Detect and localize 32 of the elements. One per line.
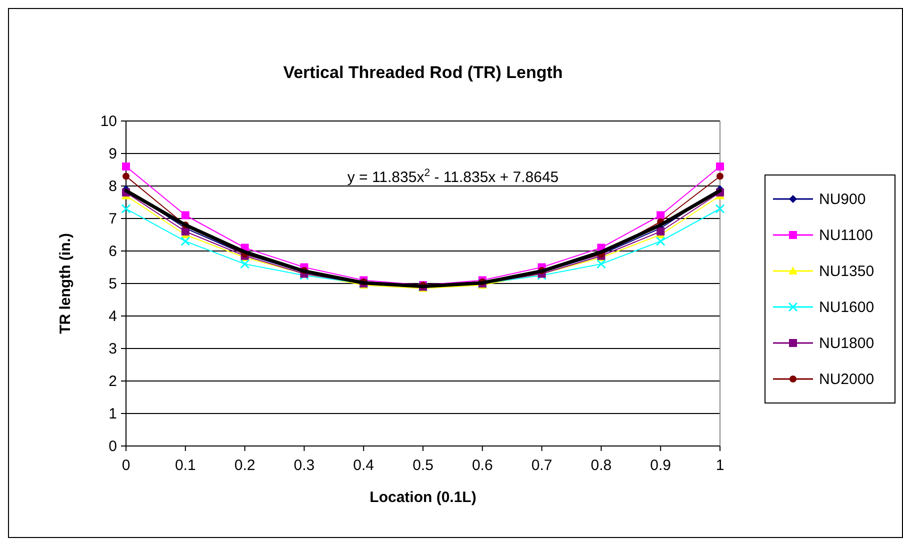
legend-label: NU2000 xyxy=(819,371,874,388)
y-axis-title: TR length (in.) xyxy=(57,233,74,334)
y-tick-label: 4 xyxy=(108,308,117,325)
y-tick-label: 3 xyxy=(108,340,117,358)
y-tick-label: 5 xyxy=(108,276,117,292)
y-tick-label: 7 xyxy=(108,210,117,228)
y-tick-label: 8 xyxy=(108,178,117,195)
y-tick-label: 9 xyxy=(108,146,117,162)
legend-label: NU1350 xyxy=(819,263,874,280)
x-tick-label: 1 xyxy=(716,457,724,474)
x-tick-label: 0.8 xyxy=(590,457,612,474)
x-tick-label: 0.6 xyxy=(472,457,493,474)
y-tick-label: 1 xyxy=(108,406,117,422)
x-tick-label: 0.7 xyxy=(531,457,552,474)
y-tick-label: 2 xyxy=(108,373,117,390)
x-tick-label: 0.2 xyxy=(234,457,256,474)
legend-label: NU1600 xyxy=(819,299,874,316)
x-tick-label: 0.3 xyxy=(294,457,315,474)
y-tick-label: 6 xyxy=(108,243,117,260)
legend-label: NU1800 xyxy=(819,335,874,352)
x-tick-label: 0 xyxy=(122,457,130,474)
y-tick-label: 0 xyxy=(108,438,117,455)
legend-label: NU900 xyxy=(819,191,866,208)
x-tick-label: 0.5 xyxy=(412,457,434,474)
x-tick-label: 0.4 xyxy=(353,457,374,474)
legend-label: NU1100 xyxy=(819,227,873,244)
x-tick-label: 0.9 xyxy=(650,457,672,474)
x-axis-title: Location (0.1L) xyxy=(370,489,476,506)
annotation: y = 11.835x$^{2}$ - 11.835x + 7.8645 xyxy=(347,167,559,186)
chart-title: Vertical Threaded Rod (TR) Length xyxy=(283,63,563,82)
y-tick-label: 10 xyxy=(100,113,117,130)
x-tick-label: 0.1 xyxy=(174,457,196,474)
